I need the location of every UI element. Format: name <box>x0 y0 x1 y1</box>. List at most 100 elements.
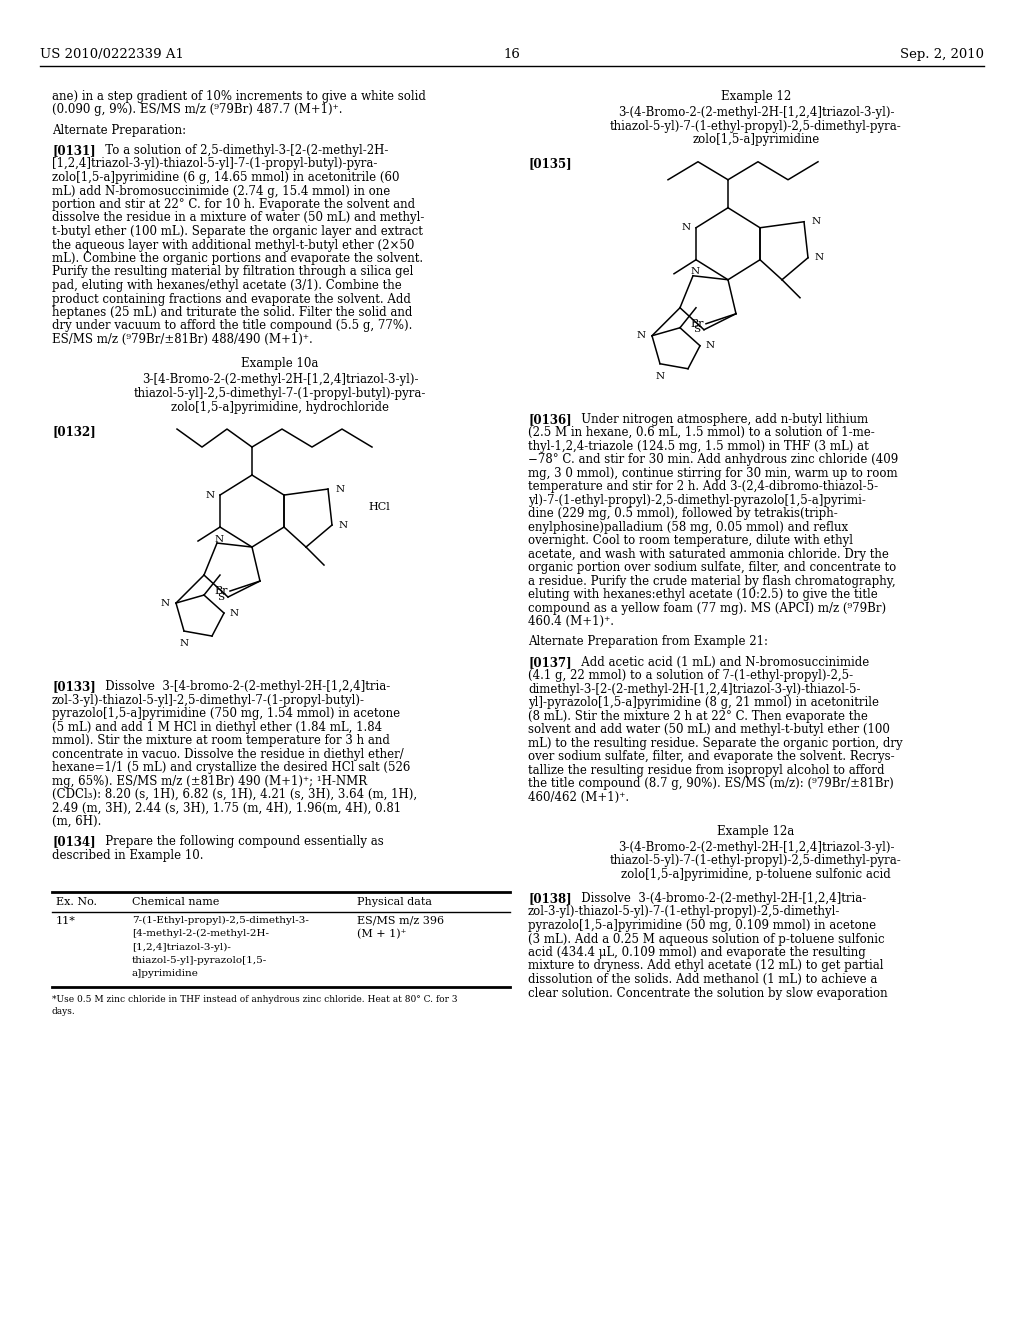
Text: dissolution of the solids. Add methanol (1 mL) to achieve a: dissolution of the solids. Add methanol … <box>528 973 878 986</box>
Text: compound as a yellow foam (77 mg). MS (APCI) m/z (⁹79Br): compound as a yellow foam (77 mg). MS (A… <box>528 602 886 615</box>
Text: N: N <box>812 218 821 226</box>
Text: zolo[1,5-a]pyrimidine: zolo[1,5-a]pyrimidine <box>692 133 819 147</box>
Text: (CDCl₃): 8.20 (s, 1H), 6.82 (s, 1H), 4.21 (s, 3H), 3.64 (m, 1H),: (CDCl₃): 8.20 (s, 1H), 6.82 (s, 1H), 4.2… <box>52 788 417 801</box>
Text: Example 10a: Example 10a <box>242 358 318 371</box>
Text: organic portion over sodium sulfate, filter, and concentrate to: organic portion over sodium sulfate, fil… <box>528 561 896 574</box>
Text: N: N <box>230 609 240 618</box>
Text: 460.4 (M+1)⁺.: 460.4 (M+1)⁺. <box>528 615 614 628</box>
Text: solvent and add water (50 mL) and methyl-t-butyl ether (100: solvent and add water (50 mL) and methyl… <box>528 723 890 737</box>
Text: Example 12a: Example 12a <box>718 825 795 837</box>
Text: clear solution. Concentrate the solution by slow evaporation: clear solution. Concentrate the solution… <box>528 986 888 999</box>
Text: Ex. No.: Ex. No. <box>56 898 97 907</box>
Text: N: N <box>206 491 215 499</box>
Text: a residue. Purify the crude material by flash chromatography,: a residue. Purify the crude material by … <box>528 574 896 587</box>
Text: ane) in a step gradient of 10% increments to give a white solid: ane) in a step gradient of 10% increment… <box>52 90 426 103</box>
Text: dry under vacuum to afford the title compound (5.5 g, 77%).: dry under vacuum to afford the title com… <box>52 319 413 333</box>
Text: Example 12: Example 12 <box>721 90 792 103</box>
Text: N: N <box>681 223 690 232</box>
Text: thiazol-5-yl)-7-(1-ethyl-propyl)-2,5-dimethyl-pyra-: thiazol-5-yl)-7-(1-ethyl-propyl)-2,5-dim… <box>610 854 902 867</box>
Text: dimethyl-3-[2-(2-methyl-2H-[1,2,4]triazol-3-yl)-thiazol-5-: dimethyl-3-[2-(2-methyl-2H-[1,2,4]triazo… <box>528 682 860 696</box>
Text: (m, 6H).: (m, 6H). <box>52 814 101 828</box>
Text: (M + 1)⁺: (M + 1)⁺ <box>357 929 407 940</box>
Text: mL) add N-bromosuccinimide (2.74 g, 15.4 mmol) in one: mL) add N-bromosuccinimide (2.74 g, 15.4… <box>52 185 390 198</box>
Text: overnight. Cool to room temperature, dilute with ethyl: overnight. Cool to room temperature, dil… <box>528 535 853 548</box>
Text: acetate, and wash with saturated ammonia chloride. Dry the: acetate, and wash with saturated ammonia… <box>528 548 889 561</box>
Text: N: N <box>336 484 345 494</box>
Text: Dissolve  3-[4-bromo-2-(2-methyl-2H-[1,2,4]tria-: Dissolve 3-[4-bromo-2-(2-methyl-2H-[1,2,… <box>94 680 390 693</box>
Text: HCl: HCl <box>368 502 390 512</box>
Text: a]pyrimidine: a]pyrimidine <box>132 969 199 978</box>
Text: acid (434.4 μL, 0.109 mmol) and evaporate the resulting: acid (434.4 μL, 0.109 mmol) and evaporat… <box>528 946 865 960</box>
Text: N: N <box>655 372 665 380</box>
Text: zolo[1,5-a]pyrimidine (6 g, 14.65 mmol) in acetonitrile (60: zolo[1,5-a]pyrimidine (6 g, 14.65 mmol) … <box>52 172 399 183</box>
Text: N: N <box>214 535 223 544</box>
Text: [0132]: [0132] <box>52 425 96 438</box>
Text: zol-3-yl)-thiazol-5-yl)-7-(1-ethyl-propyl)-2,5-dimethyl-: zol-3-yl)-thiazol-5-yl)-7-(1-ethyl-propy… <box>528 906 841 919</box>
Text: 2.49 (m, 3H), 2.44 (s, 3H), 1.75 (m, 4H), 1.96(m, 4H), 0.81: 2.49 (m, 3H), 2.44 (s, 3H), 1.75 (m, 4H)… <box>52 801 401 814</box>
Text: (2.5 M in hexane, 0.6 mL, 1.5 mmol) to a solution of 1-me-: (2.5 M in hexane, 0.6 mL, 1.5 mmol) to a… <box>528 426 874 440</box>
Text: the aqueous layer with additional methyl-t-butyl ether (2×50: the aqueous layer with additional methyl… <box>52 239 415 252</box>
Text: 460/462 (M+1)⁺.: 460/462 (M+1)⁺. <box>528 791 629 804</box>
Text: −78° C. and stir for 30 min. Add anhydrous zinc chloride (409: −78° C. and stir for 30 min. Add anhydro… <box>528 453 898 466</box>
Text: [0133]: [0133] <box>52 680 96 693</box>
Text: 16: 16 <box>504 48 520 61</box>
Text: enylphosine)palladium (58 mg, 0.05 mmol) and reflux: enylphosine)palladium (58 mg, 0.05 mmol)… <box>528 521 848 533</box>
Text: thiazol-5-yl]-2,5-dimethyl-7-(1-propyl-butyl)-pyra-: thiazol-5-yl]-2,5-dimethyl-7-(1-propyl-b… <box>134 387 426 400</box>
Text: [4-methyl-2-(2-methyl-2H-: [4-methyl-2-(2-methyl-2H- <box>132 929 269 939</box>
Text: [0138]: [0138] <box>528 892 571 906</box>
Text: temperature and stir for 2 h. Add 3-(2,4-dibromo-thiazol-5-: temperature and stir for 2 h. Add 3-(2,4… <box>528 480 879 494</box>
Text: zolo[1,5-a]pyrimidine, p-toluene sulfonic acid: zolo[1,5-a]pyrimidine, p-toluene sulfoni… <box>622 867 891 880</box>
Text: Alternate Preparation:: Alternate Preparation: <box>52 124 186 137</box>
Text: mmol). Stir the mixture at room temperature for 3 h and: mmol). Stir the mixture at room temperat… <box>52 734 390 747</box>
Text: Sep. 2, 2010: Sep. 2, 2010 <box>900 48 984 61</box>
Text: dissolve the residue in a mixture of water (50 mL) and methyl-: dissolve the residue in a mixture of wat… <box>52 211 424 224</box>
Text: Chemical name: Chemical name <box>132 898 219 907</box>
Text: thiazol-5-yl]-pyrazolo[1,5-: thiazol-5-yl]-pyrazolo[1,5- <box>132 956 267 965</box>
Text: (3 mL). Add a 0.25 M aqueous solution of p-toluene sulfonic: (3 mL). Add a 0.25 M aqueous solution of… <box>528 932 885 945</box>
Text: [0137]: [0137] <box>528 656 571 669</box>
Text: 7-(1-Ethyl-propyl)-2,5-dimethyl-3-: 7-(1-Ethyl-propyl)-2,5-dimethyl-3- <box>132 916 309 924</box>
Text: (0.090 g, 9%). ES/MS m/z (⁹79Br) 487.7 (M+1)⁺.: (0.090 g, 9%). ES/MS m/z (⁹79Br) 487.7 (… <box>52 103 342 116</box>
Text: N: N <box>161 598 170 607</box>
Text: (8 mL). Stir the mixture 2 h at 22° C. Then evaporate the: (8 mL). Stir the mixture 2 h at 22° C. T… <box>528 710 868 723</box>
Text: eluting with hexanes:ethyl acetate (10:2.5) to give the title: eluting with hexanes:ethyl acetate (10:2… <box>528 589 878 601</box>
Text: N: N <box>706 342 715 350</box>
Text: concentrate in vacuo. Dissolve the residue in diethyl ether/: concentrate in vacuo. Dissolve the resid… <box>52 747 403 760</box>
Text: *Use 0.5 M zinc chloride in THF instead of anhydrous zinc chloride. Heat at 80° : *Use 0.5 M zinc chloride in THF instead … <box>52 995 458 1005</box>
Text: N: N <box>179 639 188 648</box>
Text: heptanes (25 mL) and triturate the solid. Filter the solid and: heptanes (25 mL) and triturate the solid… <box>52 306 413 319</box>
Text: mg, 3 0 mmol), continue stirring for 30 min, warm up to room: mg, 3 0 mmol), continue stirring for 30 … <box>528 467 898 479</box>
Text: N: N <box>815 253 824 263</box>
Text: Prepare the following compound essentially as: Prepare the following compound essential… <box>94 836 384 849</box>
Text: yl]-pyrazolo[1,5-a]pyrimidine (8 g, 21 mmol) in acetonitrile: yl]-pyrazolo[1,5-a]pyrimidine (8 g, 21 m… <box>528 696 879 709</box>
Text: [0134]: [0134] <box>52 836 95 849</box>
Text: pad, eluting with hexanes/ethyl acetate (3/1). Combine the: pad, eluting with hexanes/ethyl acetate … <box>52 279 401 292</box>
Text: (5 mL) and add 1 M HCl in diethyl ether (1.84 mL, 1.84: (5 mL) and add 1 M HCl in diethyl ether … <box>52 721 382 734</box>
Text: ES/MS m/z 396: ES/MS m/z 396 <box>357 916 444 925</box>
Text: yl)-7-(1-ethyl-propyl)-2,5-dimethyl-pyrazolo[1,5-a]pyrimi-: yl)-7-(1-ethyl-propyl)-2,5-dimethyl-pyra… <box>528 494 866 507</box>
Text: Dissolve  3-(4-bromo-2-(2-methyl-2H-[1,2,4]tria-: Dissolve 3-(4-bromo-2-(2-methyl-2H-[1,2,… <box>570 892 866 906</box>
Text: 3-[4-Bromo-2-(2-methyl-2H-[1,2,4]triazol-3-yl)-: 3-[4-Bromo-2-(2-methyl-2H-[1,2,4]triazol… <box>141 374 418 387</box>
Text: US 2010/0222339 A1: US 2010/0222339 A1 <box>40 48 184 61</box>
Text: portion and stir at 22° C. for 10 h. Evaporate the solvent and: portion and stir at 22° C. for 10 h. Eva… <box>52 198 415 211</box>
Text: over sodium sulfate, filter, and evaporate the solvent. Recrys-: over sodium sulfate, filter, and evapora… <box>528 750 895 763</box>
Text: Purify the resulting material by filtration through a silica gel: Purify the resulting material by filtrat… <box>52 265 414 279</box>
Text: To a solution of 2,5-dimethyl-3-[2-(2-methyl-2H-: To a solution of 2,5-dimethyl-3-[2-(2-me… <box>94 144 388 157</box>
Text: described in Example 10.: described in Example 10. <box>52 849 204 862</box>
Text: thyl-1,2,4-triazole (124.5 mg, 1.5 mmol) in THF (3 mL) at: thyl-1,2,4-triazole (124.5 mg, 1.5 mmol)… <box>528 440 868 453</box>
Text: ES/MS m/z (⁹79Br/±81Br) 488/490 (M+1)⁺.: ES/MS m/z (⁹79Br/±81Br) 488/490 (M+1)⁺. <box>52 333 312 346</box>
Text: thiazol-5-yl)-7-(1-ethyl-propyl)-2,5-dimethyl-pyra-: thiazol-5-yl)-7-(1-ethyl-propyl)-2,5-dim… <box>610 120 902 133</box>
Text: mL) to the resulting residue. Separate the organic portion, dry: mL) to the resulting residue. Separate t… <box>528 737 902 750</box>
Text: [0136]: [0136] <box>528 413 571 426</box>
Text: 3-(4-Bromo-2-(2-methyl-2H-[1,2,4]triazol-3-yl)-: 3-(4-Bromo-2-(2-methyl-2H-[1,2,4]triazol… <box>617 106 894 119</box>
Text: Under nitrogen atmosphere, add n-butyl lithium: Under nitrogen atmosphere, add n-butyl l… <box>570 413 868 426</box>
Text: pyrazolo[1,5-a]pyrimidine (50 mg, 0.109 mmol) in acetone: pyrazolo[1,5-a]pyrimidine (50 mg, 0.109 … <box>528 919 877 932</box>
Text: mixture to dryness. Add ethyl acetate (12 mL) to get partial: mixture to dryness. Add ethyl acetate (1… <box>528 960 884 973</box>
Text: Br: Br <box>690 318 705 329</box>
Text: 11*: 11* <box>56 916 76 925</box>
Text: Br: Br <box>214 586 228 597</box>
Text: Physical data: Physical data <box>357 898 432 907</box>
Text: mg, 65%). ES/MS m/z (±81Br) 490 (M+1)⁺; ¹H-NMR: mg, 65%). ES/MS m/z (±81Br) 490 (M+1)⁺; … <box>52 775 368 788</box>
Text: Alternate Preparation from Example 21:: Alternate Preparation from Example 21: <box>528 635 768 648</box>
Text: dine (229 mg, 0.5 mmol), followed by tetrakis(triph-: dine (229 mg, 0.5 mmol), followed by tet… <box>528 507 838 520</box>
